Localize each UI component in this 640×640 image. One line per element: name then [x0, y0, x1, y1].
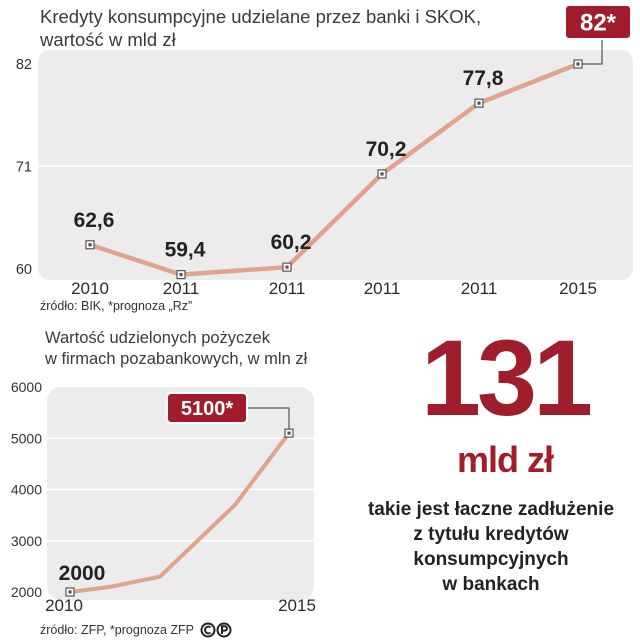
chart2: 2000 3000 4000 5000 6000 2010 2015 2000 5100* — [11, 379, 316, 615]
chart1-title: Kredyty konsumpcyjne udzielane przez ban… — [40, 5, 481, 51]
chart1-data-label: 59,4 — [165, 239, 206, 262]
chart2-series-line — [68, 431, 291, 594]
chart1-point-core — [285, 265, 289, 269]
chart1-y-tick-label: 60 — [16, 262, 32, 278]
chart2-y-tick-label: 2000 — [11, 584, 42, 600]
chart1-title-line1: Kredyty konsumpcyjne udzielane przez ban… — [40, 6, 482, 27]
chart2-x-tick-label: 2010 — [45, 596, 83, 615]
chart1-x-tick-label: 2015 — [559, 279, 597, 298]
chart2-title: Wartość udzielonych pożyczek w firmach p… — [45, 328, 307, 370]
chart1-point-core — [179, 272, 183, 277]
cp-logo-icon — [200, 622, 232, 638]
chart2-plot-panel — [47, 387, 314, 600]
callout-unit: mld zł — [456, 439, 554, 480]
chart2-title-line2: w firmach pozabankowych, w mln zł — [45, 350, 308, 368]
chart1-point-core — [477, 101, 481, 105]
chart1-y-tick-label: 82 — [16, 57, 32, 73]
chart2-source-row: źródło: ZFP, *prognoza ZFP — [40, 622, 234, 638]
chart2-y-tick-label: 3000 — [11, 533, 42, 549]
chart1-highlight-badge-text: 82* — [580, 10, 617, 37]
chart2-highlight-badge — [166, 392, 248, 424]
chart1-x-tick-label: 2011 — [269, 279, 306, 298]
chart2-data-label: 2000 — [59, 562, 106, 585]
chart1-data-label: 70,2 — [366, 138, 407, 161]
chart2-source: źródło: ZFP, *prognoza ZFP — [40, 623, 195, 637]
callout-caption-line: konsumpcyjnych — [413, 549, 569, 570]
chart1-x-tick-label: 2011 — [163, 279, 200, 298]
chart2-highlight-badge-text: 5100* — [181, 398, 233, 420]
chart1: 60 71 82 2010 2011 2011 2011 2011 2015 62,6 59,4… — [16, 4, 633, 298]
chart2-callout-leader — [247, 407, 290, 430]
chart1-point-core — [380, 172, 384, 176]
chart1-callout-leader — [582, 37, 603, 65]
chart1-x-tick-label: 2010 — [71, 279, 109, 298]
chart1-point-core — [576, 62, 580, 66]
chart1-x-tick-label: 2011 — [364, 279, 401, 298]
chart1-plot-panel — [38, 50, 633, 280]
chart1-y-tick-label: 71 — [16, 160, 32, 176]
chart1-x-tick-label: 2011 — [461, 279, 498, 298]
chart2-x-tick-label: 2015 — [278, 596, 316, 615]
chart1-data-label: 62,6 — [74, 209, 115, 232]
callout-caption: takie jest łaczne zadłużenie z tytułu kr… — [346, 497, 636, 597]
chart2-point-core — [287, 431, 291, 435]
callout-caption-line: w bankach — [442, 574, 540, 595]
callout-number: 131 — [420, 317, 593, 438]
chart1-data-label: 60,2 — [271, 231, 312, 254]
chart2-title-line1: Wartość udzielonych pożyczek — [45, 329, 270, 347]
callout-caption-line: takie jest łaczne zadłużenie — [367, 499, 615, 520]
callout-caption-line: z tytułu kredytów — [413, 524, 569, 545]
chart1-source: źródło: BIK, *prognoza „Rz” — [40, 299, 193, 313]
chart1-point-core — [88, 243, 92, 247]
chart1-title-line2: wartość w mld zł — [40, 29, 176, 50]
chart2-y-tick-label: 5000 — [11, 430, 42, 446]
chart1-data-label: 77,8 — [463, 67, 504, 90]
chart2-y-tick-label: 4000 — [11, 482, 42, 498]
chart2-point-core — [68, 590, 72, 594]
chart1-series-line — [87, 61, 581, 277]
chart2-y-tick-label: 6000 — [11, 379, 42, 395]
chart1-highlight-badge — [564, 4, 632, 40]
